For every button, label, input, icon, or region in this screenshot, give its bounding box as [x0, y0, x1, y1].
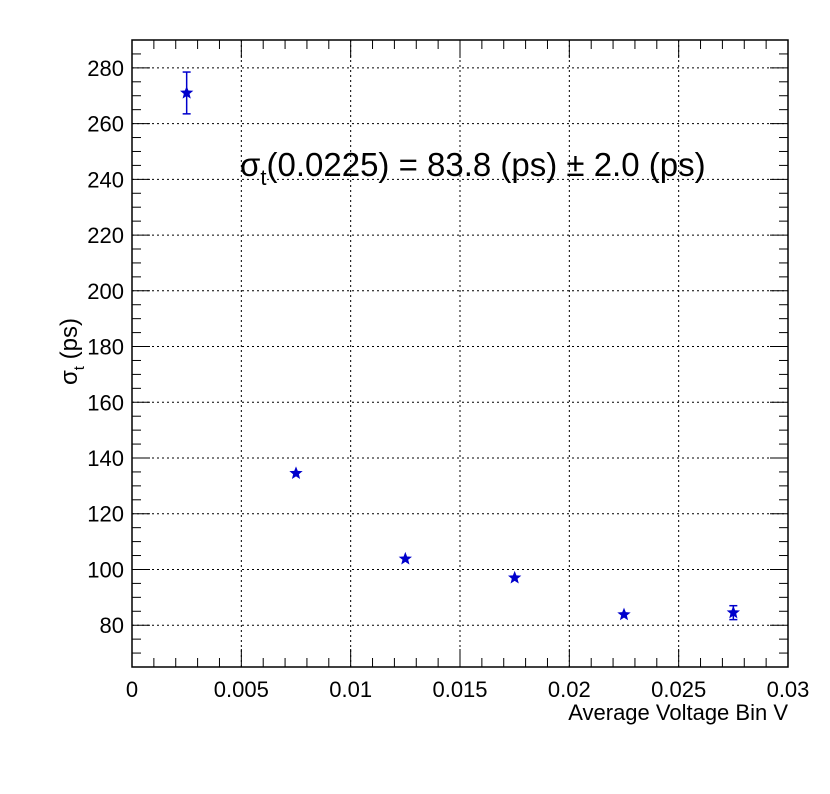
data-point [726, 605, 740, 619]
x-tick-label: 0.03 [767, 677, 810, 702]
x-tick-label: 0.01 [329, 677, 372, 702]
axis-ticks [131, 40, 789, 667]
y-tick-label: 140 [87, 446, 124, 471]
fit-annotation: σt(0.0225) = 83.8 (ps) ± 2.0 (ps) [240, 146, 706, 190]
data-points [180, 71, 740, 621]
y-axis-label-unit: (ps) [56, 318, 83, 366]
y-axis-label-symbol: σ [56, 370, 83, 385]
y-tick-label: 180 [87, 335, 124, 360]
x-tick-label: 0.015 [432, 677, 487, 702]
x-axis-label: Average Voltage Bin V [568, 700, 788, 725]
annotation-text: (0.0225) = 83.8 (ps) ± 2.0 (ps) [267, 146, 706, 183]
y-axis-label: σt (ps) [56, 318, 88, 385]
x-tick-label: 0.005 [214, 677, 269, 702]
y-axis-label-subscript: t [71, 365, 88, 370]
y-tick-label: 100 [87, 557, 124, 582]
y-tick-labels: 80 100 120 140 160 180 200 220 240 260 280 [87, 56, 124, 638]
y-tick-label: 280 [87, 56, 124, 81]
data-point [508, 570, 522, 584]
x-tick-label: 0 [126, 677, 138, 702]
data-point [289, 466, 303, 479]
data-point [617, 607, 631, 621]
y-tick-label: 160 [87, 390, 124, 415]
grid [132, 40, 788, 667]
x-tick-labels: 0 0.005 0.01 0.015 0.02 0.025 0.03 [126, 677, 810, 702]
y-tick-label: 120 [87, 502, 124, 527]
annotation-symbol: σ [240, 146, 260, 183]
data-point [398, 551, 412, 565]
data-point [180, 85, 194, 99]
y-tick-label: 240 [87, 167, 124, 192]
y-tick-label: 80 [100, 613, 124, 638]
x-tick-label: 0.02 [548, 677, 591, 702]
annotation-subscript: t [260, 165, 266, 190]
y-tick-label: 220 [87, 223, 124, 248]
plot-frame [131, 39, 789, 668]
x-tick-label: 0.025 [651, 677, 706, 702]
y-tick-label: 200 [87, 279, 124, 304]
y-tick-label: 260 [87, 112, 124, 137]
